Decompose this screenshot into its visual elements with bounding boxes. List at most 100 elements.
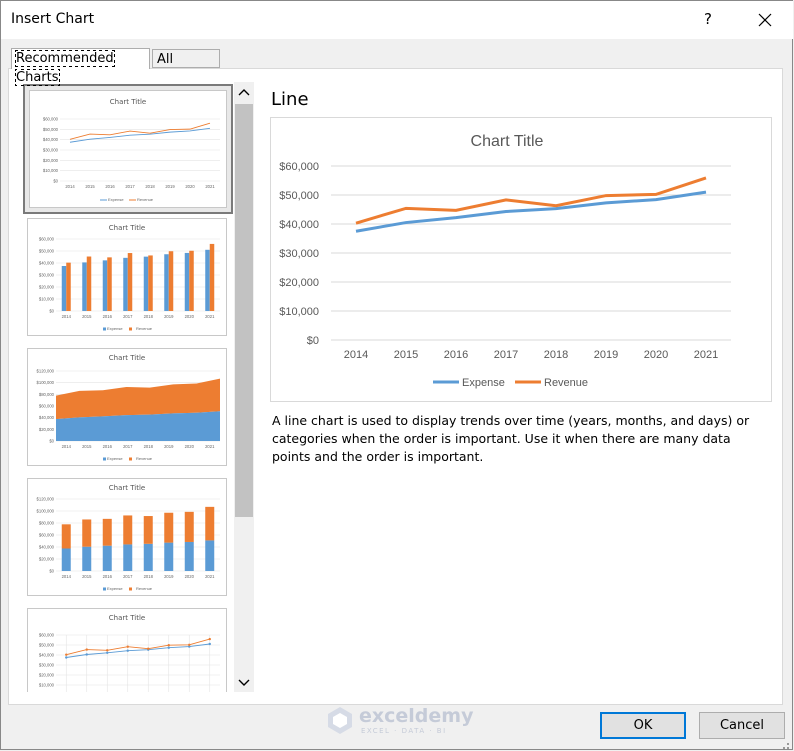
thumbnail-line-markers[interactable]: Chart Title $10,000 $20,000 $30,000 $40,000…: [27, 608, 227, 692]
thumbnail-clustered-column[interactable]: Chart Title $0 $10,000 $20,000 $30,000 $40,0…: [27, 218, 227, 336]
thumb-x-tick: 2017: [123, 444, 133, 449]
thumb-bar-revenue: [205, 506, 215, 541]
thumbnail-title: Chart Title: [108, 614, 146, 622]
x-tick-label: 2014: [344, 349, 368, 361]
y-tick-label: $10,000: [279, 306, 319, 318]
thumb-y-tick: $40,000: [39, 261, 55, 266]
thumb-x-tick: 2018: [144, 444, 154, 449]
x-tick-label: 2021: [694, 349, 718, 361]
thumb-y-tick: $10,000: [39, 683, 55, 688]
tab-recommended-charts[interactable]: Recommended Charts: [11, 48, 150, 86]
thumb-y-tick: $10,000: [43, 168, 59, 173]
thumb-x-tick: 2021: [205, 574, 215, 579]
thumb-marker-revenue: [65, 653, 68, 656]
thumb-y-tick: $0: [49, 309, 54, 314]
title-bar[interactable]: Insert Chart ?: [1, 1, 793, 39]
thumb-y-tick: $60,000: [39, 633, 55, 638]
thumbnail-title: Chart Title: [108, 224, 146, 232]
legend-label-expense: Expense: [462, 377, 505, 389]
thumb-bar-expense: [184, 252, 190, 311]
thumb-y-tick: $20,000: [39, 557, 55, 562]
thumb-legend-label: Expense: [107, 586, 123, 591]
chart-preview: Chart Title $0 $10,000 $20,000 $30,000 $40,00…: [270, 117, 772, 402]
thumb-bar-revenue: [123, 515, 133, 545]
thumb-marker-expense: [167, 646, 170, 649]
dialog-title: Insert Chart: [11, 11, 95, 27]
thumbnail-stacked-column[interactable]: Chart Title $0 $20,000 $40,000 $60,000 $80,0…: [27, 478, 227, 596]
thumb-marker-revenue: [188, 643, 191, 646]
scroll-down-button[interactable]: [234, 672, 254, 692]
thumb-bar-revenue: [209, 243, 215, 311]
thumb-legend-swatch-revenue: [129, 327, 132, 331]
thumb-y-tick: $120,000: [37, 497, 55, 502]
resize-grip-icon[interactable]: [778, 738, 790, 750]
scroll-up-button[interactable]: [234, 82, 254, 102]
thumb-x-tick: 2017: [125, 184, 135, 189]
thumb-legend-swatch-expense: [103, 587, 106, 591]
thumb-bar-revenue: [66, 262, 71, 311]
thumbnail-stacked-area[interactable]: Chart Title $0 $20,000 $40,000 $60,000 $80,0…: [27, 348, 227, 466]
thumb-x-tick: 2016: [105, 184, 115, 189]
thumb-bar-expense: [164, 542, 174, 571]
scroll-thumb[interactable]: [235, 104, 253, 517]
thumb-bar-expense: [102, 260, 108, 311]
thumb-legend-label: Expense: [107, 456, 123, 461]
thumb-y-tick: $40,000: [43, 137, 59, 142]
chevron-up-icon: [238, 89, 250, 96]
thumb-x-tick: 2017: [123, 314, 133, 319]
thumbnail-scrollbar[interactable]: [234, 82, 254, 692]
thumb-bar-expense: [102, 545, 112, 571]
thumb-y-tick: $50,000: [39, 643, 55, 648]
watermark-tagline: EXCEL · DATA · BI: [361, 727, 447, 735]
thumbnail-line-canvas: Chart Title $0 $10,000 $20,000 $30,000 $40,0…: [29, 90, 227, 208]
thumb-x-tick: 2020: [185, 444, 195, 449]
thumbnail-title: Chart Title: [108, 354, 146, 362]
thumb-marker-revenue: [167, 644, 170, 647]
chart-thumbnail-list[interactable]: Chart Title $0 $10,000 $20,000 $30,000 $40,0…: [22, 82, 234, 692]
ok-button[interactable]: OK: [600, 712, 686, 739]
thumb-bar-revenue: [184, 511, 194, 542]
thumbnail-line[interactable]: Chart Title $0 $10,000 $20,000 $30,000 $40,0…: [23, 84, 233, 214]
close-button[interactable]: [753, 8, 777, 32]
chart-title: Chart Title: [471, 133, 544, 150]
thumb-legend-swatch-revenue: [129, 587, 132, 591]
y-tick-label: $0: [307, 335, 319, 347]
watermark-logo: exceldemy EXCEL · DATA · BI: [323, 703, 473, 737]
thumb-y-tick: $80,000: [39, 392, 55, 397]
thumb-y-tick: $20,000: [39, 673, 55, 678]
help-button[interactable]: ?: [704, 10, 712, 28]
thumb-marker-revenue: [85, 648, 88, 651]
thumb-y-tick: $0: [49, 439, 54, 444]
thumb-x-tick: 2016: [103, 314, 113, 319]
thumb-x-tick: 2018: [144, 314, 154, 319]
thumb-bar-expense: [184, 541, 194, 571]
thumb-marker-expense: [65, 656, 68, 659]
thumb-marker-revenue: [208, 637, 211, 641]
thumb-bar-revenue: [148, 255, 153, 311]
thumbnail-stacked-column-svg: $0 $20,000 $40,000 $60,000 $80,000 $100,000 $1…: [37, 497, 220, 591]
thumb-x-tick: 2016: [103, 444, 113, 449]
thumb-line-expense: [66, 643, 210, 658]
thumb-x-tick: 2014: [62, 574, 72, 579]
thumb-x-tick: 2019: [164, 574, 174, 579]
thumb-y-tick: $30,000: [39, 663, 55, 668]
thumb-y-tick: $80,000: [39, 521, 55, 526]
thumb-bar-expense: [123, 257, 128, 311]
thumb-marker-expense: [106, 651, 109, 654]
thumb-bar-expense: [143, 256, 149, 311]
tab-label: Recommended Charts: [15, 50, 115, 86]
chevron-down-icon: [238, 679, 250, 686]
thumb-marker-expense: [208, 642, 211, 646]
thumb-x-tick: 2014: [62, 444, 72, 449]
thumb-bar-revenue: [107, 257, 112, 311]
cancel-button[interactable]: Cancel: [699, 712, 785, 739]
thumb-x-tick: 2019: [165, 184, 175, 189]
thumb-y-tick: $60,000: [39, 237, 55, 242]
tab-all-charts[interactable]: All Charts: [152, 49, 220, 86]
thumb-x-tick: 2016: [103, 574, 113, 579]
x-tick-label: 2020: [644, 349, 668, 361]
legend-label-revenue: Revenue: [544, 377, 588, 389]
thumb-legend-label: Revenue: [137, 197, 154, 202]
thumbnail-column-svg: $0 $10,000 $20,000 $30,000 $40,000 $50,000 $60…: [39, 237, 220, 331]
x-tick-label: 2018: [544, 349, 568, 361]
